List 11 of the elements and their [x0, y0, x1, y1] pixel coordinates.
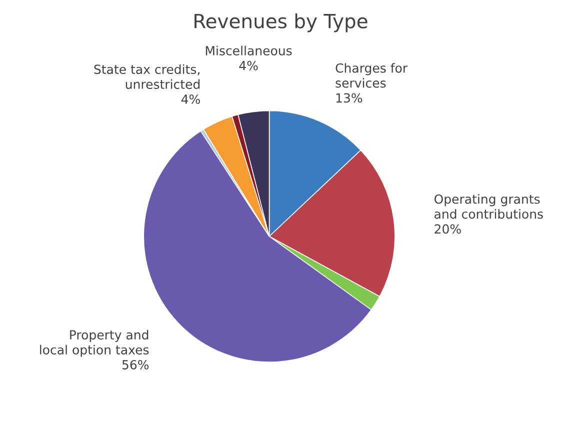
- slice-label: Charges for services: [336, 63, 408, 88]
- slice-label: Operating grants and contributions: [434, 194, 543, 219]
- data-label: 4%: [181, 94, 200, 104]
- data-label: 20%: [434, 224, 461, 234]
- data-label: 56%: [122, 360, 149, 370]
- slice-label: State tax credits, unrestricted: [94, 64, 200, 89]
- chart-title: Revenues by Type: [194, 13, 368, 32]
- slice-label: Miscellaneous: [206, 46, 292, 56]
- data-label: 4%: [239, 60, 258, 70]
- data-label: 13%: [336, 93, 362, 103]
- slice-label: Property and local option taxes: [40, 330, 149, 357]
